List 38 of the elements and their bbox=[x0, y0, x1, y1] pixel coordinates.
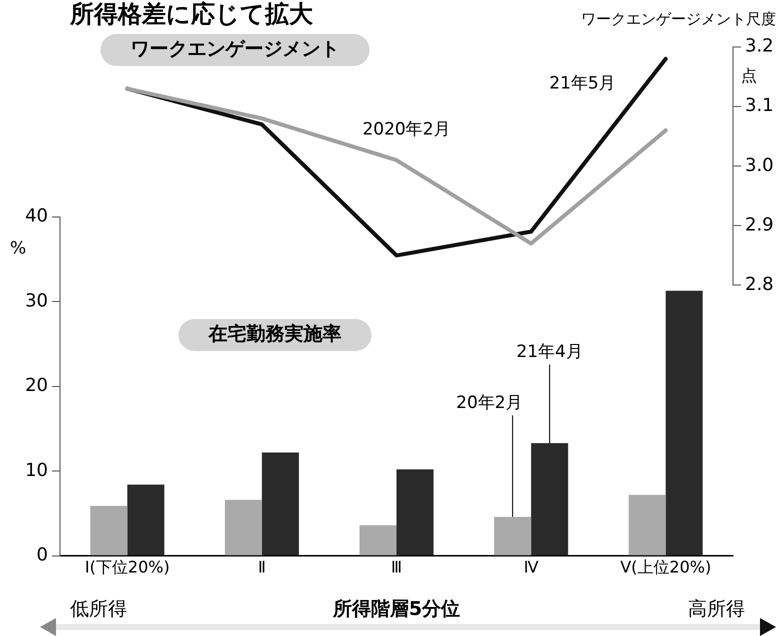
text: 低所得 bbox=[70, 598, 127, 620]
annotation: ワークエンゲージメント bbox=[130, 38, 340, 60]
bar bbox=[531, 443, 568, 556]
bar bbox=[90, 506, 128, 556]
text: 点 bbox=[741, 66, 757, 85]
text: 高所得 bbox=[688, 598, 745, 620]
bar bbox=[127, 484, 164, 556]
y-tick-label: 3.0 bbox=[745, 154, 774, 176]
text: 21年4月 bbox=[516, 342, 583, 362]
series-label: 21年5月 bbox=[549, 73, 616, 94]
bar bbox=[359, 525, 396, 556]
y-tick-label: 40 bbox=[25, 206, 48, 227]
bar bbox=[666, 290, 703, 556]
annotation: 在宅勤務実施率 bbox=[208, 322, 342, 345]
bar bbox=[224, 500, 262, 556]
bar bbox=[628, 494, 666, 556]
text: 20年2月 bbox=[456, 392, 523, 413]
y-tick-label: 30 bbox=[25, 290, 48, 312]
x-tick-label: Ⅲ bbox=[390, 558, 402, 577]
x-tick-label: Ⅴ(上位20%) bbox=[620, 558, 712, 577]
bar bbox=[262, 452, 299, 556]
y-axis-title: % bbox=[10, 238, 26, 258]
y-tick-label: 20 bbox=[25, 375, 48, 396]
x-tick-label: Ⅳ bbox=[524, 558, 539, 577]
y-tick-label: 10 bbox=[25, 460, 48, 481]
text: ワークエンゲージメント尺度 bbox=[581, 10, 776, 28]
x-tick-label: Ⅰ(下位20%) bbox=[84, 558, 170, 577]
series-label: 2020年2月 bbox=[362, 120, 451, 140]
y-tick-label: 2.9 bbox=[745, 214, 774, 236]
chart-title: 所得格差に応じて拡大 bbox=[69, 0, 314, 28]
y-tick-label: 3.2 bbox=[745, 36, 774, 57]
x-tick-label: Ⅱ bbox=[258, 558, 266, 577]
y-tick-label: 3.1 bbox=[745, 95, 774, 116]
bar bbox=[494, 516, 532, 556]
y-tick-label: 0 bbox=[36, 544, 48, 566]
bar bbox=[396, 469, 434, 556]
y-tick-label: 2.8 bbox=[745, 274, 774, 295]
x-axis-title: 所得階層5分位 bbox=[332, 598, 460, 620]
